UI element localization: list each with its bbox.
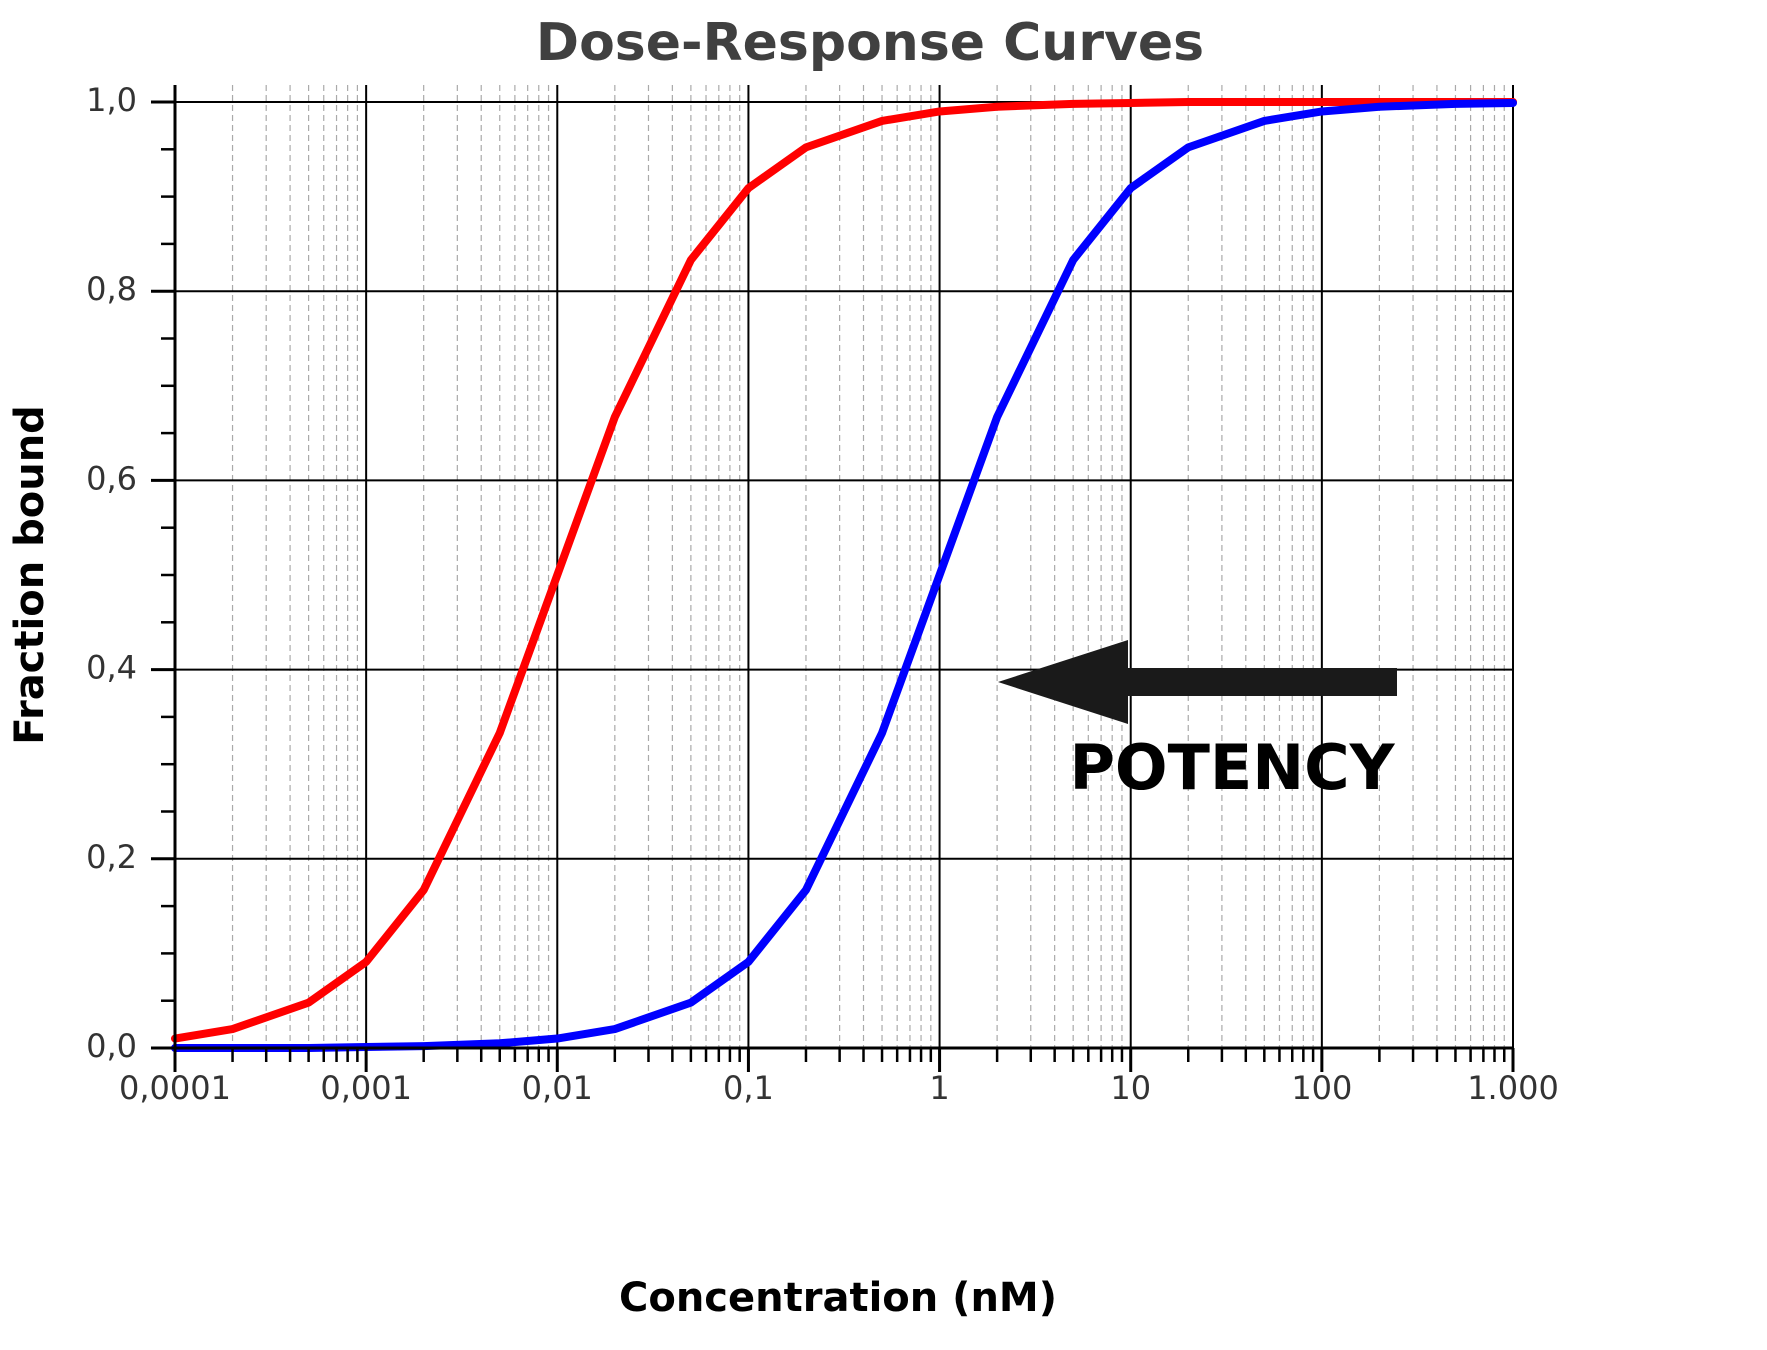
x-tick-label: 0,001 (320, 1069, 412, 1107)
potency-arrow (998, 640, 1397, 724)
y-axis-label: Fraction bound (7, 405, 53, 745)
curve (171, 98, 1517, 1052)
curves (171, 98, 1517, 1052)
y-tick-label: 0,4 (86, 649, 137, 687)
x-tick-label: 0,0001 (119, 1069, 231, 1107)
x-tick-label: 0,1 (723, 1069, 774, 1107)
x-tick-label: 0,01 (522, 1069, 593, 1107)
y-tick-label: 0,8 (86, 270, 137, 308)
y-tick-label: 0,2 (86, 838, 137, 876)
y-tick-label: 1,0 (86, 81, 137, 119)
x-axis-label: Concentration (nM) (619, 1275, 1057, 1321)
y-tick-label: 0,0 (86, 1027, 137, 1065)
curve (171, 98, 1517, 1043)
arrow-shaft (1120, 668, 1397, 696)
y-tick-label: 0,6 (86, 459, 137, 497)
x-tick-label: 1 (929, 1069, 949, 1107)
axes: 0,0001 0,001 0,01 0,1 1 10 100 1.000 0,0 0,2 0,4 0,… (86, 81, 1559, 1107)
annotation: POTENCY (1069, 731, 1395, 804)
x-tick-label: 100 (1291, 1069, 1352, 1107)
chart-title: Dose-Response Curves (536, 13, 1204, 73)
x-tick-label: 1.000 (1467, 1069, 1559, 1107)
x-tick-label: 10 (1110, 1069, 1151, 1107)
grid (174, 85, 1514, 1049)
arrow-head (998, 640, 1128, 724)
